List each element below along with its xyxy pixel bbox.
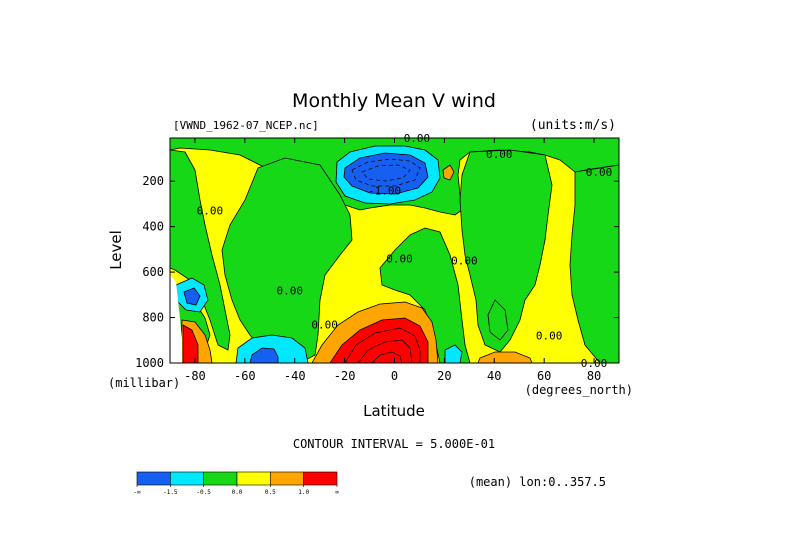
colorbar-swatch (203, 471, 238, 486)
contour-label: 0.00 (276, 284, 303, 297)
region-red-lower (329, 317, 429, 363)
x-tick-label: -40 (284, 369, 306, 383)
colorbar-swatch (303, 471, 338, 486)
region-orange-nh (477, 351, 533, 363)
colorbar-swatch (170, 471, 204, 486)
region-green-eq-column (379, 227, 471, 363)
region-green-high-north (569, 164, 619, 363)
y-axis-ticks: 200 400 600 800 1000 (135, 174, 619, 370)
y-tick-label: 1000 (135, 356, 164, 370)
y-axis-label: Level (107, 230, 125, 270)
colorbar-label: ∞ (335, 489, 339, 496)
y-axis-units: (millibar) (108, 376, 180, 390)
contour-label: 0.00 (311, 318, 338, 331)
region-blue-lower (249, 347, 279, 363)
y-tick-label: 200 (142, 174, 164, 188)
contour-labels: 0.000.000.00-1.000.000.00 0.000.000.000.0… (197, 132, 613, 370)
region-green-nh-low (487, 299, 509, 341)
x-tick-label: -20 (334, 369, 356, 383)
mean-label: (mean) lon:0..357.5 (469, 475, 606, 489)
x-tick-label: -60 (234, 369, 256, 383)
contour-label: 0.00 (386, 252, 413, 265)
lower-max-contours (344, 327, 421, 363)
x-tick-label: 80 (587, 369, 601, 383)
region-blue-polar (183, 287, 201, 306)
region-green-left-column (170, 149, 231, 351)
colorbar-label: 1.0 (298, 489, 309, 496)
colorbar-swatch (136, 471, 171, 486)
colorbar-label: -∞ (133, 489, 141, 496)
x-tick-label: 60 (537, 369, 551, 383)
contour-label: 0.00 (486, 148, 513, 161)
region-orange-small-upper (442, 164, 455, 181)
colorbar-swatch (270, 471, 304, 486)
region-missing-data (170, 275, 182, 363)
contour-label: 0.00 (197, 205, 224, 218)
x-tick-label: 0 (391, 369, 398, 383)
chart-title: Monthly Mean V wind (292, 90, 496, 112)
x-axis-label: Latitude (363, 402, 425, 420)
x-tick-label: 20 (437, 369, 451, 383)
x-tick-label: -80 (184, 369, 206, 383)
colorbar-label: -1.5 (163, 489, 178, 496)
contour-field (170, 138, 619, 363)
units-label: (units:m/s) (530, 118, 616, 133)
y-tick-label: 800 (142, 311, 164, 325)
x-axis-ticks: -80 -60 -40 -20 0 20 40 60 80 (184, 138, 601, 383)
colorbar-swatch (236, 471, 271, 486)
colorbar: -∞ -1.5 -0.5 0.0 0.5 1.0 ∞ (133, 471, 339, 496)
colorbar-label: -0.5 (196, 489, 211, 496)
region-green-nh-mid (459, 149, 553, 353)
y-tick-label: 600 (142, 265, 164, 279)
contour-interval-label: CONTOUR INTERVAL = 5.000E-01 (293, 437, 495, 451)
contour-label: -1.00 (368, 184, 401, 197)
region-red-polar (182, 324, 199, 363)
dataset-label: [VWND_1962-07_NCEP.nc] (173, 119, 319, 132)
contour-label: 0.00 (586, 166, 613, 179)
x-tick-label: 40 (487, 369, 501, 383)
contour-label: 0.00 (536, 330, 563, 343)
contour-label: 0.00 (451, 255, 478, 268)
upper-jet-contours (351, 158, 421, 187)
x-axis-units: (degrees_north) (525, 383, 633, 397)
colorbar-label: 0.0 (232, 489, 243, 496)
region-cyan-small-eq (444, 344, 463, 363)
y-tick-label: 400 (142, 220, 164, 234)
colorbar-label: 0.5 (265, 489, 276, 496)
